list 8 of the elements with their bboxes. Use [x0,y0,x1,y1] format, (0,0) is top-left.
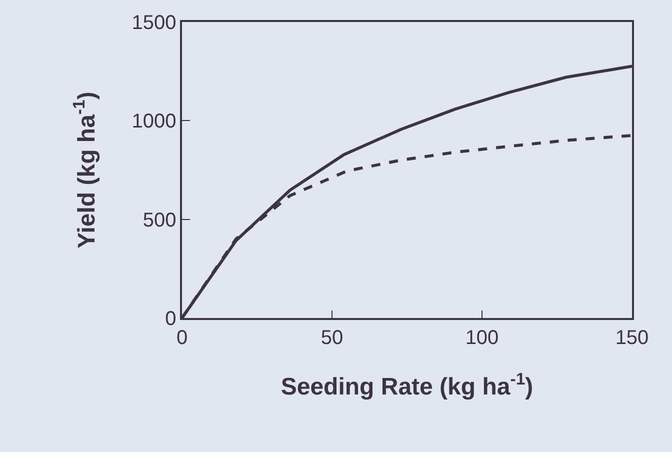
y-tick-label: 0 [165,308,176,330]
y-tick-label: 500 [142,209,176,232]
x-tick-label: 150 [615,326,649,349]
x-tick-label: 100 [465,326,499,349]
x-axis-title: Seeding Rate (kg ha$^{-1}$) [280,369,534,401]
y-tick-label: 1000 [132,110,176,133]
y-tick-label: 1500 [132,12,176,34]
x-tick-label: 50 [320,326,344,349]
